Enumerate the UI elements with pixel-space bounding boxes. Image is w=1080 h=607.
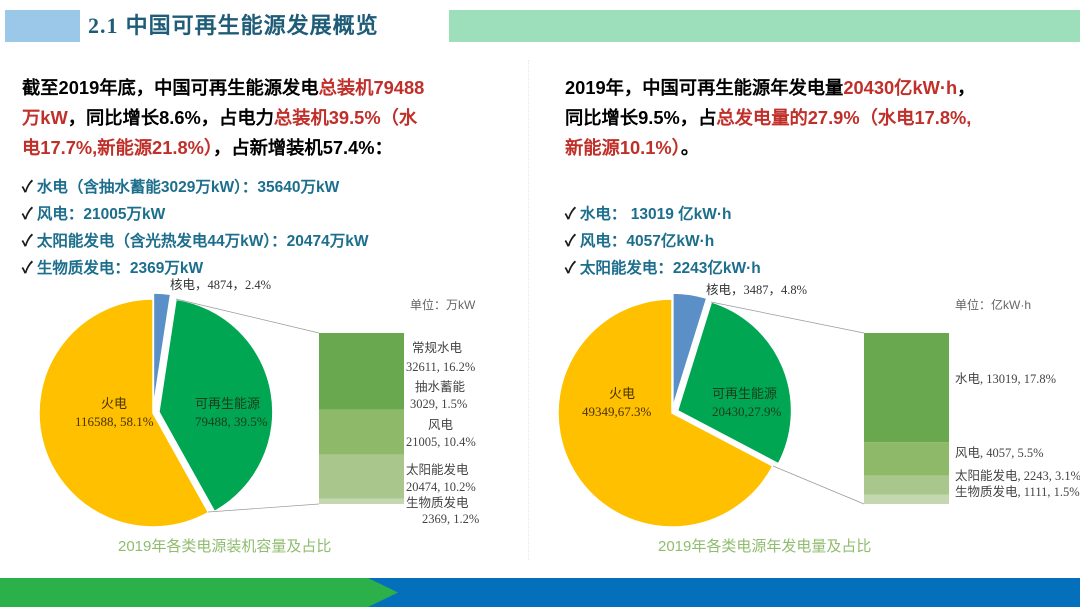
svg-text:太阳能发电, 2243, 3.1%: 太阳能发电, 2243, 3.1% — [955, 468, 1080, 483]
svg-text:水电, 13019, 17.8%: 水电, 13019, 17.8% — [955, 372, 1056, 386]
svg-text:火电: 火电 — [609, 386, 635, 401]
svg-text:生物质发电, 1111, 1.5%: 生物质发电, 1111, 1.5% — [955, 484, 1080, 499]
svg-text:单位：亿kW·h: 单位：亿kW·h — [955, 297, 1031, 312]
svg-text:可再生能源: 可再生能源 — [712, 386, 777, 401]
svg-text:20430,27.9%: 20430,27.9% — [712, 404, 782, 419]
svg-text:风电, 4057, 5.5%: 风电, 4057, 5.5% — [955, 446, 1044, 460]
svg-text:2019年各类电源年发电量及占比: 2019年各类电源年发电量及占比 — [658, 538, 871, 555]
svg-text:49349,67.3%: 49349,67.3% — [582, 404, 652, 419]
svg-text:核电，3487，4.8%: 核电，3487，4.8% — [706, 283, 807, 297]
